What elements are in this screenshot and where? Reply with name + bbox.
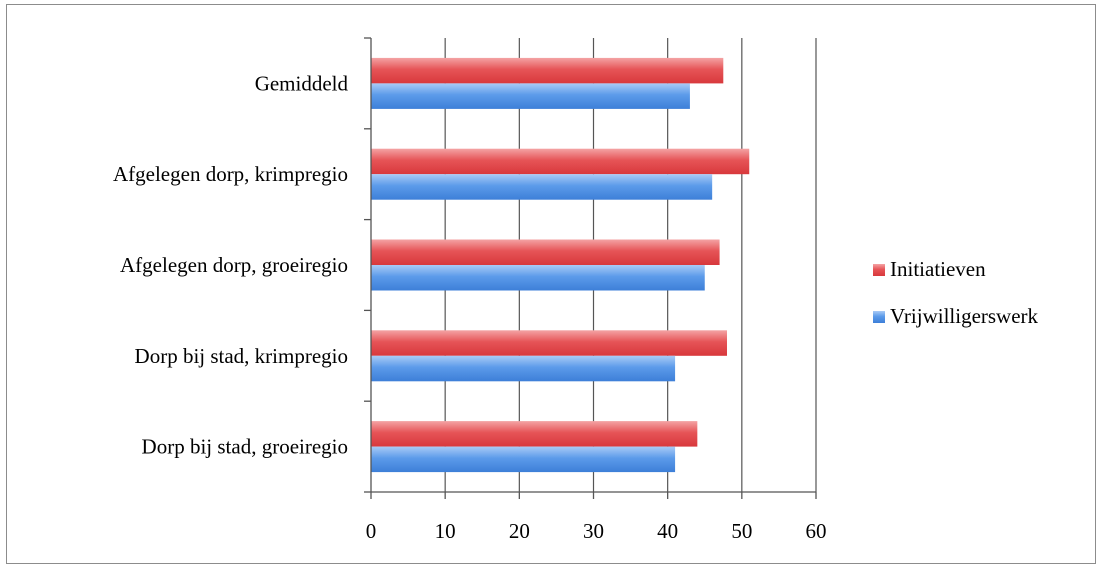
bar-initiatieven-0 bbox=[371, 57, 724, 84]
x-tick-label: 0 bbox=[366, 519, 377, 543]
x-tick-label: 50 bbox=[731, 519, 752, 543]
axes bbox=[364, 37, 817, 499]
legend-swatch bbox=[873, 264, 885, 276]
legend-swatch bbox=[873, 311, 885, 323]
bar-initiatieven-2 bbox=[371, 239, 720, 265]
x-tick-label: 40 bbox=[657, 519, 678, 543]
bar-vrijwilligerswerk-3 bbox=[371, 355, 676, 382]
x-tick-label: 60 bbox=[806, 519, 827, 543]
bar-vrijwilligerswerk-4 bbox=[371, 446, 676, 473]
category-label: Dorp bij stad, krimpregio bbox=[135, 344, 348, 368]
bar-vrijwilligerswerk-1 bbox=[371, 174, 713, 200]
x-tick-label: 10 bbox=[435, 519, 456, 543]
bar-vrijwilligerswerk-0 bbox=[371, 83, 690, 109]
category-label: Dorp bij stad, groeiregio bbox=[142, 435, 348, 459]
category-label: Afgelegen dorp, krimpregio bbox=[113, 162, 348, 186]
bar-initiatieven-3 bbox=[371, 330, 727, 356]
legend-label: Initiatieven bbox=[890, 257, 986, 281]
bar-initiatieven-1 bbox=[371, 148, 750, 175]
x-tick-label: 20 bbox=[509, 519, 530, 543]
bars bbox=[371, 57, 750, 473]
legend-label: Vrijwilligerswerk bbox=[890, 304, 1039, 328]
category-label: Afgelegen dorp, groeiregio bbox=[120, 253, 348, 277]
x-tick-label: 30 bbox=[583, 519, 604, 543]
category-labels: Gemiddeld Afgelegen dorp, krimpregio Afgel… bbox=[113, 71, 349, 458]
gridlines bbox=[444, 38, 817, 492]
legend: Initiatieven Vrijwilligerswerk bbox=[873, 257, 1039, 328]
category-label: Gemiddeld bbox=[255, 71, 349, 95]
bar-vrijwilligerswerk-2 bbox=[371, 265, 705, 291]
bar-initiatieven-4 bbox=[371, 421, 698, 447]
x-tick-labels: 0 10 20 30 40 50 60 bbox=[366, 519, 827, 543]
